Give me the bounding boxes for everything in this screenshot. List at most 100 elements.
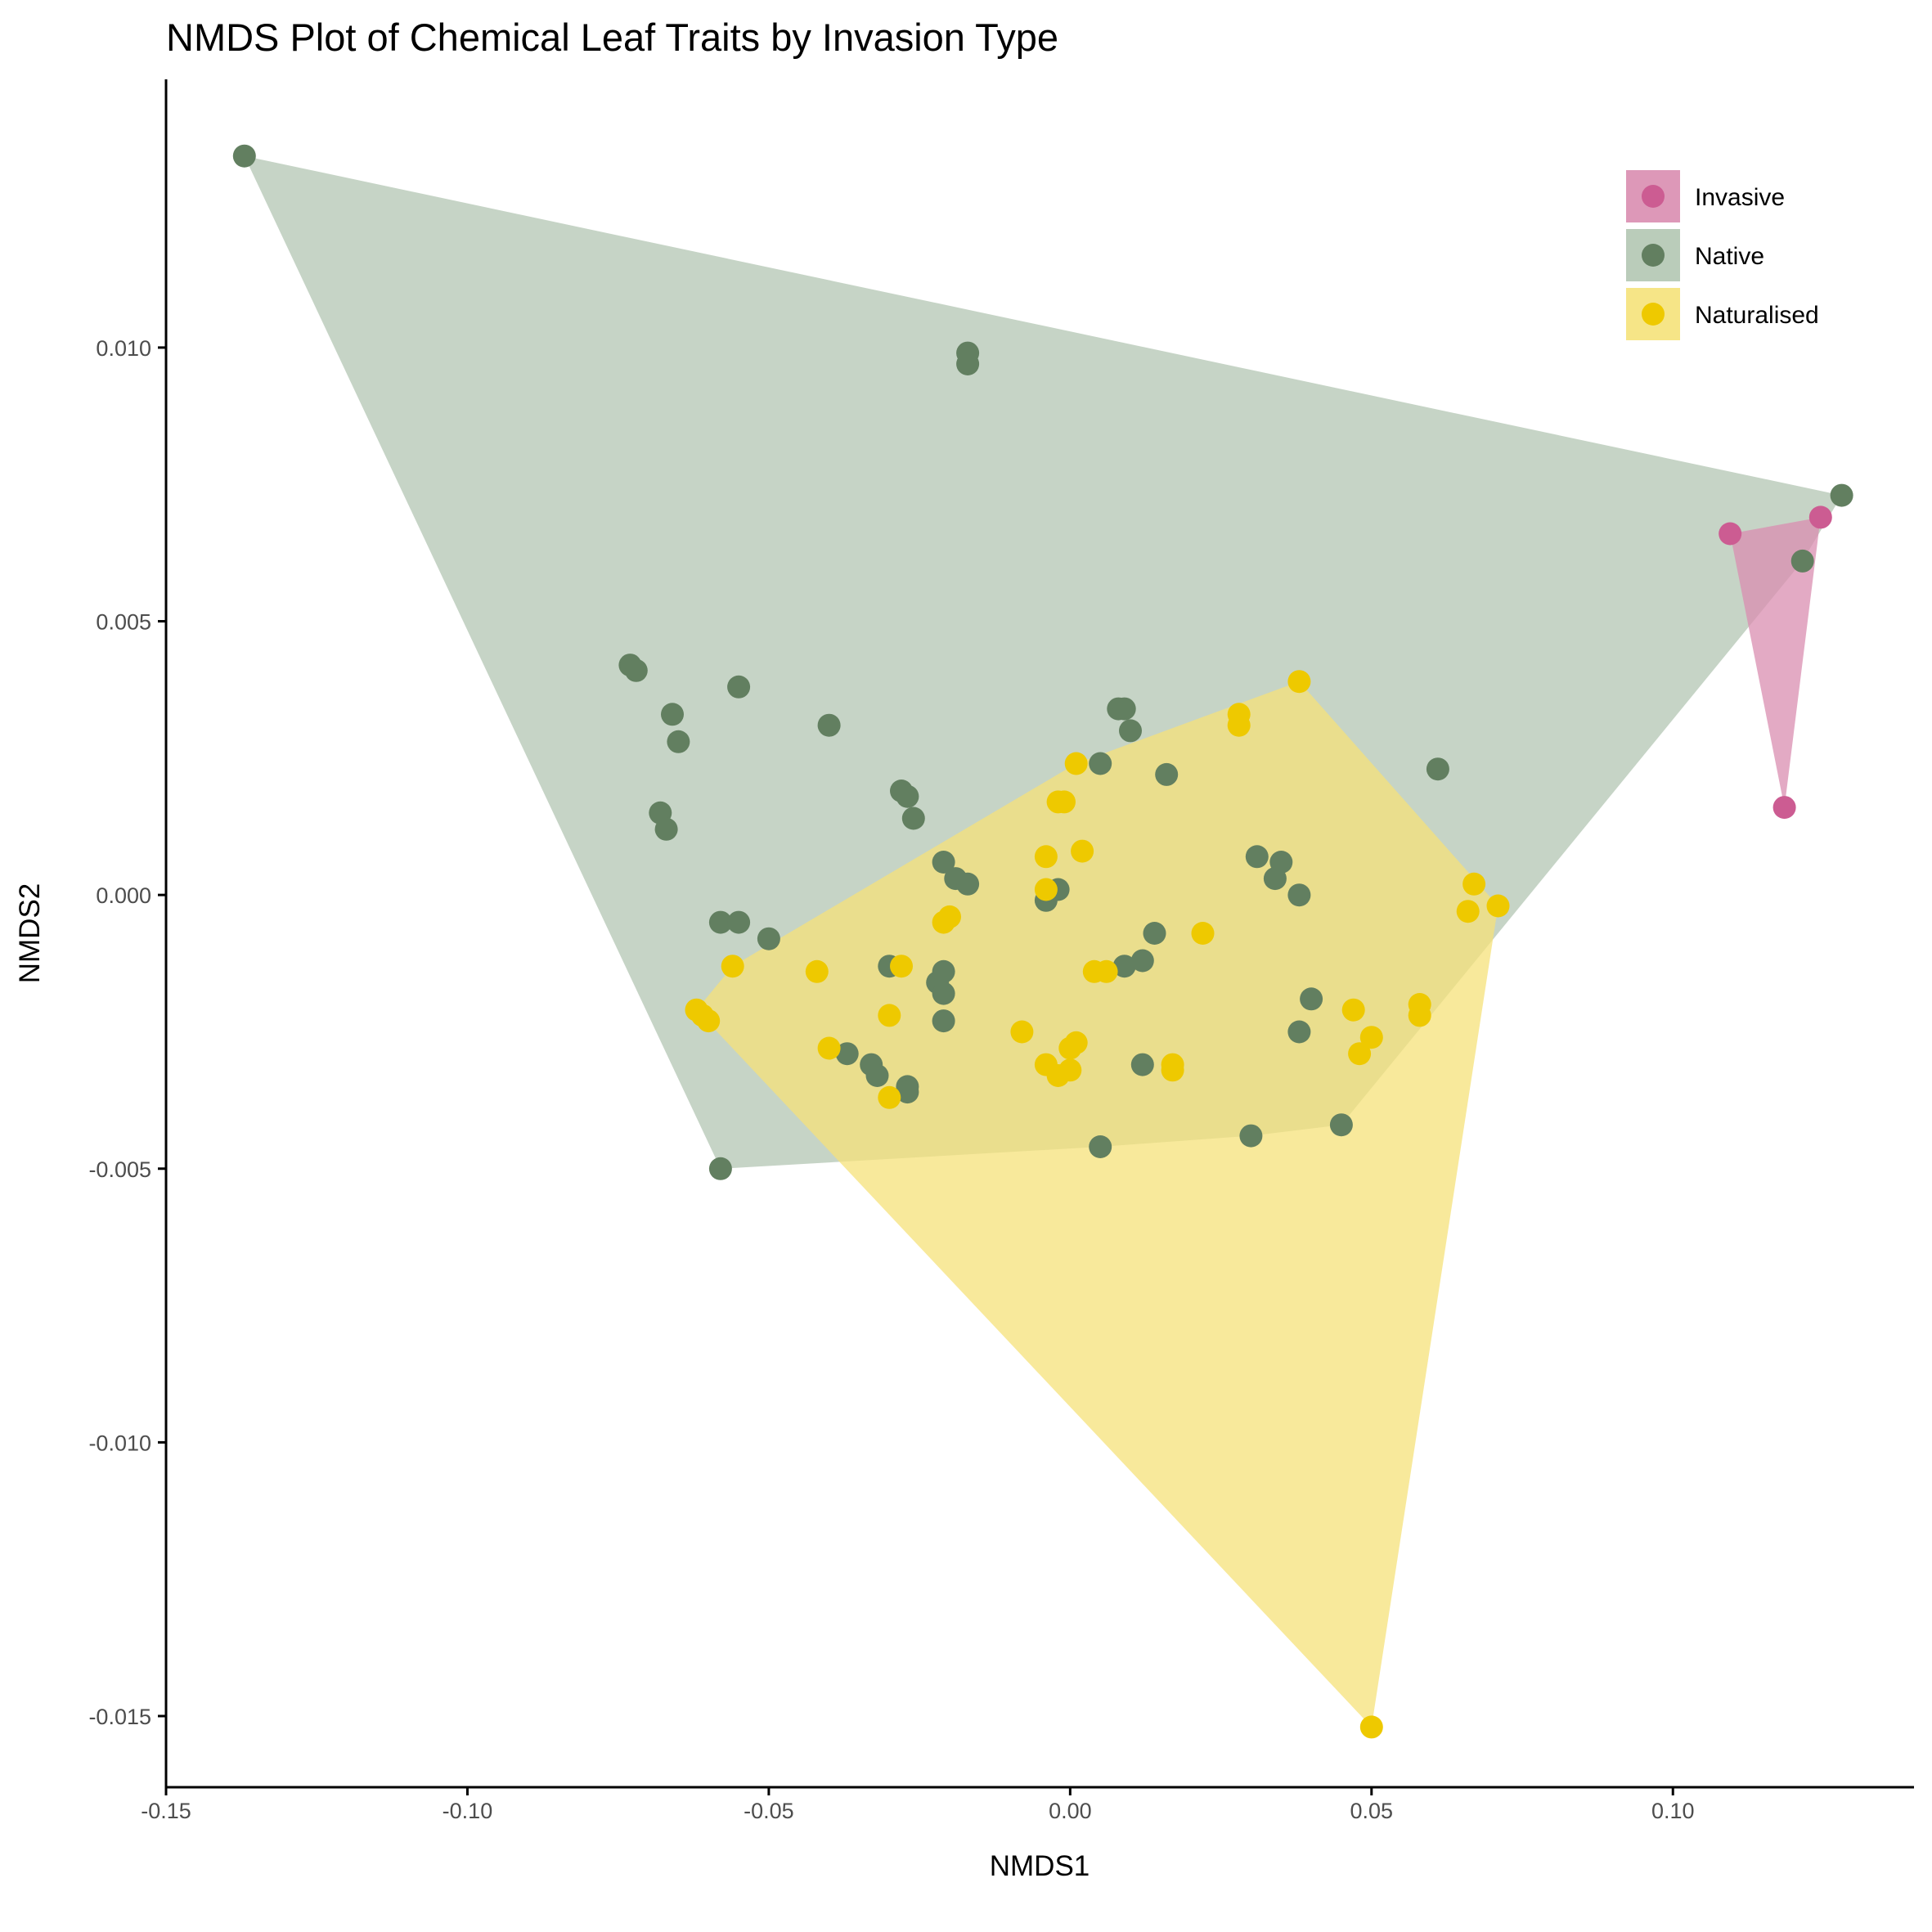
point-naturalised-15 xyxy=(721,955,744,978)
point-native-43 xyxy=(1287,1020,1311,1044)
hull-naturalised xyxy=(696,681,1498,1728)
point-native-6 xyxy=(624,658,648,682)
point-native-44 xyxy=(835,1042,859,1066)
point-naturalised-14 xyxy=(1486,894,1510,918)
point-native-7 xyxy=(727,675,751,699)
point-naturalised-35 xyxy=(1058,1058,1082,1082)
y-tick-label: -0.015 xyxy=(88,1705,151,1729)
x-tick-label: -0.05 xyxy=(744,1799,794,1823)
point-naturalised-30 xyxy=(1058,1036,1082,1060)
legend-label-native: Native xyxy=(1695,243,1764,270)
x-tick-label: 0.10 xyxy=(1651,1799,1695,1823)
point-naturalised-2 xyxy=(1227,713,1251,737)
point-native-36 xyxy=(932,959,955,983)
legend-marker-native xyxy=(1642,244,1665,267)
point-native-51 xyxy=(1239,1124,1263,1148)
point-naturalised-32 xyxy=(1359,1026,1383,1049)
hull-layer xyxy=(244,155,1842,1728)
point-native-14 xyxy=(1089,752,1112,775)
point-native-42 xyxy=(1300,987,1323,1011)
point-native-12 xyxy=(1112,697,1136,721)
axis-layer xyxy=(164,79,1914,1789)
point-naturalised-22 xyxy=(697,1009,721,1033)
point-native-10 xyxy=(817,713,841,737)
point-invasive-0 xyxy=(1719,522,1742,546)
point-native-53 xyxy=(708,1157,732,1180)
point-naturalised-25 xyxy=(1341,998,1365,1022)
x-tick-label: 0.05 xyxy=(1350,1799,1394,1823)
point-native-13 xyxy=(1119,719,1142,743)
point-naturalised-24 xyxy=(1010,1020,1034,1044)
legend-marker-invasive xyxy=(1642,185,1665,208)
point-naturalised-6 xyxy=(1034,845,1058,869)
point-naturalised-13 xyxy=(1456,900,1480,923)
x-tick-label: -0.10 xyxy=(443,1799,493,1823)
point-naturalised-16 xyxy=(805,959,829,983)
x-ticks: -0.15 -0.10 -0.05 0.00 0.05 0.10 xyxy=(141,1787,1695,1823)
legend-marker-naturalised xyxy=(1642,303,1665,326)
point-naturalised-11 xyxy=(1191,922,1215,945)
point-naturalised-5 xyxy=(1053,790,1076,814)
point-native-19 xyxy=(901,806,925,830)
point-naturalised-12 xyxy=(1462,872,1486,896)
point-naturalised-28 xyxy=(817,1036,841,1060)
point-naturalised-10 xyxy=(938,905,961,928)
point-native-39 xyxy=(1112,955,1136,978)
point-naturalised-3 xyxy=(1064,752,1088,775)
point-native-24 xyxy=(956,872,980,896)
point-native-4 xyxy=(1790,549,1814,573)
y-tick-label: 0.005 xyxy=(96,610,151,635)
point-naturalised-37 xyxy=(1161,1058,1184,1082)
point-native-18 xyxy=(896,784,919,808)
point-invasive-2 xyxy=(1772,796,1796,820)
point-native-16 xyxy=(1426,757,1449,781)
x-tick-label: -0.15 xyxy=(141,1799,191,1823)
point-naturalised-38 xyxy=(878,1085,901,1109)
x-axis-title: NMDS1 xyxy=(990,1850,1090,1882)
point-naturalised-27 xyxy=(1408,1004,1431,1027)
point-naturalised-7 xyxy=(1034,878,1058,901)
point-native-49 xyxy=(1130,1053,1154,1076)
y-axis-title: NMDS2 xyxy=(14,883,46,984)
point-native-33 xyxy=(757,927,780,950)
point-naturalised-31 xyxy=(1348,1042,1372,1066)
point-native-8 xyxy=(661,703,684,726)
point-naturalised-8 xyxy=(1071,839,1094,863)
point-naturalised-39 xyxy=(1359,1715,1383,1739)
y-tick-label: 0.000 xyxy=(96,883,151,908)
point-native-40 xyxy=(1130,949,1154,973)
point-native-30 xyxy=(1287,883,1311,907)
point-native-22 xyxy=(932,851,955,874)
point-native-50 xyxy=(1089,1135,1112,1158)
point-native-29 xyxy=(1263,867,1287,891)
chart-title: NMDS Plot of Chemical Leaf Traits by Inv… xyxy=(166,16,1058,59)
y-tick-label: -0.005 xyxy=(88,1157,151,1182)
point-native-41 xyxy=(1143,922,1166,945)
point-native-0 xyxy=(232,144,256,168)
legend: Invasive Native Naturalised xyxy=(1626,170,1819,340)
legend-label-naturalised: Naturalised xyxy=(1695,302,1819,329)
point-native-15 xyxy=(1155,762,1179,786)
hull-invasive xyxy=(1730,517,1821,808)
point-invasive-1 xyxy=(1808,505,1832,529)
point-naturalised-23 xyxy=(878,1004,901,1027)
point-native-46 xyxy=(865,1064,889,1087)
y-tick-label: 0.010 xyxy=(96,336,151,361)
point-layer xyxy=(232,144,1853,1739)
point-native-21 xyxy=(654,817,678,841)
point-naturalised-17 xyxy=(890,955,913,978)
point-native-3 xyxy=(1830,483,1853,507)
legend-label-invasive: Invasive xyxy=(1695,184,1785,211)
point-native-37 xyxy=(932,982,955,1005)
point-native-31 xyxy=(708,910,732,934)
point-native-9 xyxy=(667,730,690,753)
point-naturalised-0 xyxy=(1287,670,1311,694)
point-native-32 xyxy=(727,910,751,934)
x-tick-label: 0.00 xyxy=(1049,1799,1092,1823)
point-naturalised-19 xyxy=(1094,959,1118,983)
y-ticks: -0.015 -0.010 -0.005 0.000 0.005 0.010 xyxy=(88,336,166,1729)
point-native-48 xyxy=(896,1081,919,1104)
point-native-27 xyxy=(1245,845,1269,869)
point-native-2 xyxy=(956,353,980,375)
point-native-52 xyxy=(1329,1113,1353,1137)
